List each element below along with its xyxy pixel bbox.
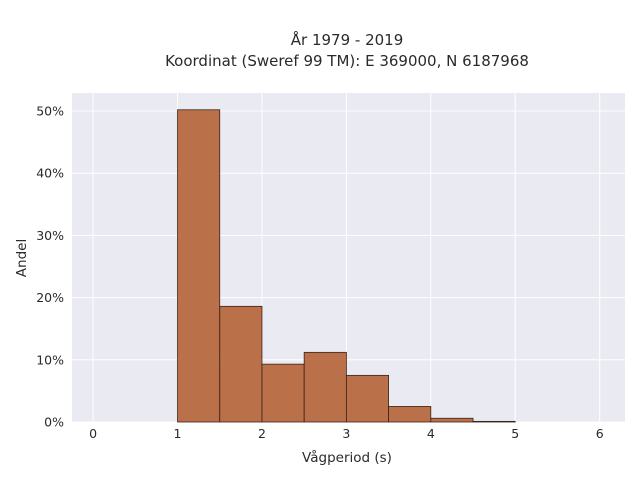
bars-group <box>177 109 516 423</box>
y-axis-label: Andel <box>14 239 30 277</box>
histogram-bar <box>388 406 432 423</box>
chart-title-line1: År 1979 - 2019 <box>291 30 404 49</box>
histogram-bar <box>261 363 305 423</box>
x-tick-label: 4 <box>427 426 435 441</box>
x-tick-label: 6 <box>596 426 604 441</box>
histogram-bar <box>303 351 347 423</box>
x-ticks: 0 1 2 3 4 5 6 <box>89 426 604 441</box>
x-tick-label: 2 <box>258 426 266 441</box>
y-tick-label: 30% <box>36 228 64 243</box>
y-tick-label: 20% <box>36 290 64 305</box>
y-tick-label: 40% <box>36 166 64 181</box>
x-tick-label: 5 <box>511 426 519 441</box>
chart-title-line2: Koordinat (Sweref 99 TM): E 369000, N 61… <box>165 52 529 70</box>
x-axis-label: Vågperiod (s) <box>302 449 392 466</box>
y-tick-label: 0% <box>44 415 64 430</box>
plot-area <box>72 93 625 422</box>
histogram-bar <box>177 109 221 423</box>
y-tick-label: 50% <box>36 104 64 119</box>
histogram-bar <box>345 374 390 423</box>
x-tick-label: 3 <box>342 426 350 441</box>
histogram-bar <box>430 417 474 423</box>
y-tick-label: 10% <box>36 352 64 367</box>
histogram-bar <box>472 420 516 423</box>
y-ticks: 0% 10% 20% 30% 40% 50% <box>36 104 64 430</box>
x-tick-label: 1 <box>174 426 182 441</box>
grid-lines <box>72 93 625 423</box>
histogram-bar <box>219 305 263 423</box>
x-tick-label: 0 <box>89 426 97 441</box>
